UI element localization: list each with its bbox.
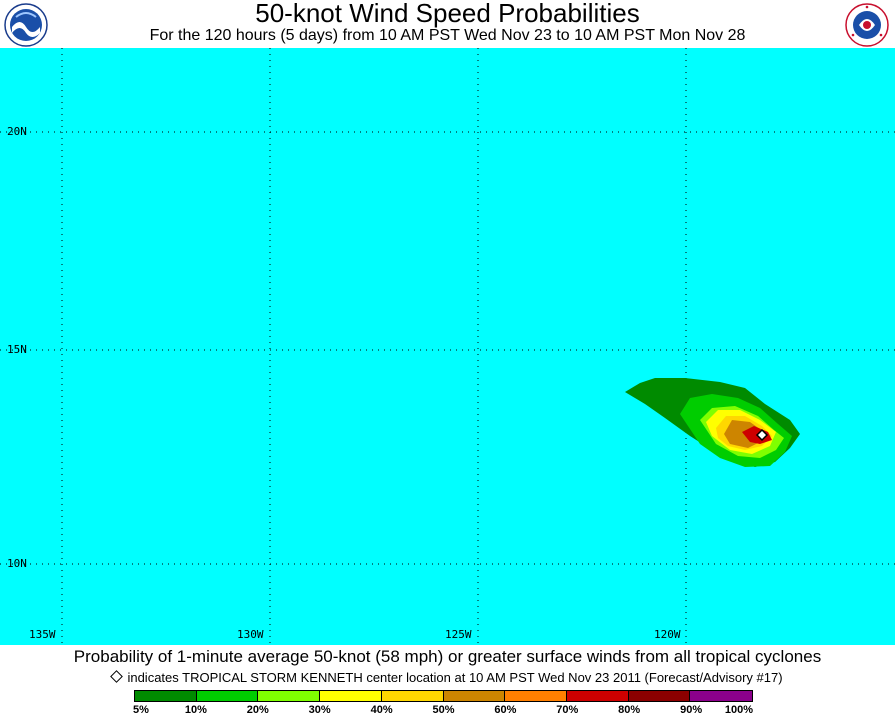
legend-label: 60%: [494, 704, 517, 716]
legend-swatch: [135, 691, 197, 701]
page-subtitle: For the 120 hours (5 days) from 10 AM PS…: [149, 27, 746, 44]
probability-map: 20N 15N 10N 135W 130W 125W 120W: [0, 48, 895, 645]
legend-label: 90%: [680, 704, 703, 716]
map-caption: Probability of 1-minute average 50-knot …: [73, 647, 822, 666]
lat-label-20n: 20N: [7, 125, 27, 138]
legend-swatch: [258, 691, 321, 701]
storm-note-text: indicates TROPICAL STORM KENNETH center …: [127, 670, 783, 685]
legend-label: 80%: [618, 704, 641, 716]
lat-label-10n: 10N: [7, 557, 27, 570]
legend-label: 40%: [370, 704, 393, 716]
legend-label: 5%: [133, 704, 149, 716]
legend-label: 10%: [184, 704, 207, 716]
legend-swatch: [690, 691, 753, 701]
legend-label: 30%: [308, 704, 331, 716]
legend-swatch: [628, 691, 691, 701]
legend-color-bar: [134, 690, 753, 702]
lon-label-130w: 130W: [237, 628, 264, 641]
probability-contours: [625, 378, 800, 467]
page-title: 50-knot Wind Speed Probabilities: [255, 0, 640, 28]
noaa-logo: [4, 3, 48, 47]
lon-label-120w: 120W: [654, 628, 681, 641]
nws-logo: [845, 3, 889, 47]
map-grid: [0, 48, 895, 645]
legend-label: 50%: [432, 704, 455, 716]
legend-swatch: [505, 691, 567, 701]
legend-label: 20%: [246, 704, 269, 716]
storm-center-marker: [755, 428, 769, 442]
lon-label-125w: 125W: [445, 628, 472, 641]
legend-swatch: [381, 691, 444, 701]
legend-swatch: [443, 691, 506, 701]
storm-note: indicates TROPICAL STORM KENNETH center …: [0, 670, 895, 686]
lat-label-15n: 15N: [7, 343, 27, 356]
map-canvas: [0, 48, 895, 645]
diamond-icon: [110, 670, 124, 683]
legend-swatch: [196, 691, 259, 701]
lon-label-135w: 135W: [29, 628, 56, 641]
legend-swatch: [320, 691, 382, 701]
legend-swatch: [566, 691, 629, 701]
legend-label: 70%: [556, 704, 579, 716]
legend-label: 100%: [724, 704, 754, 716]
